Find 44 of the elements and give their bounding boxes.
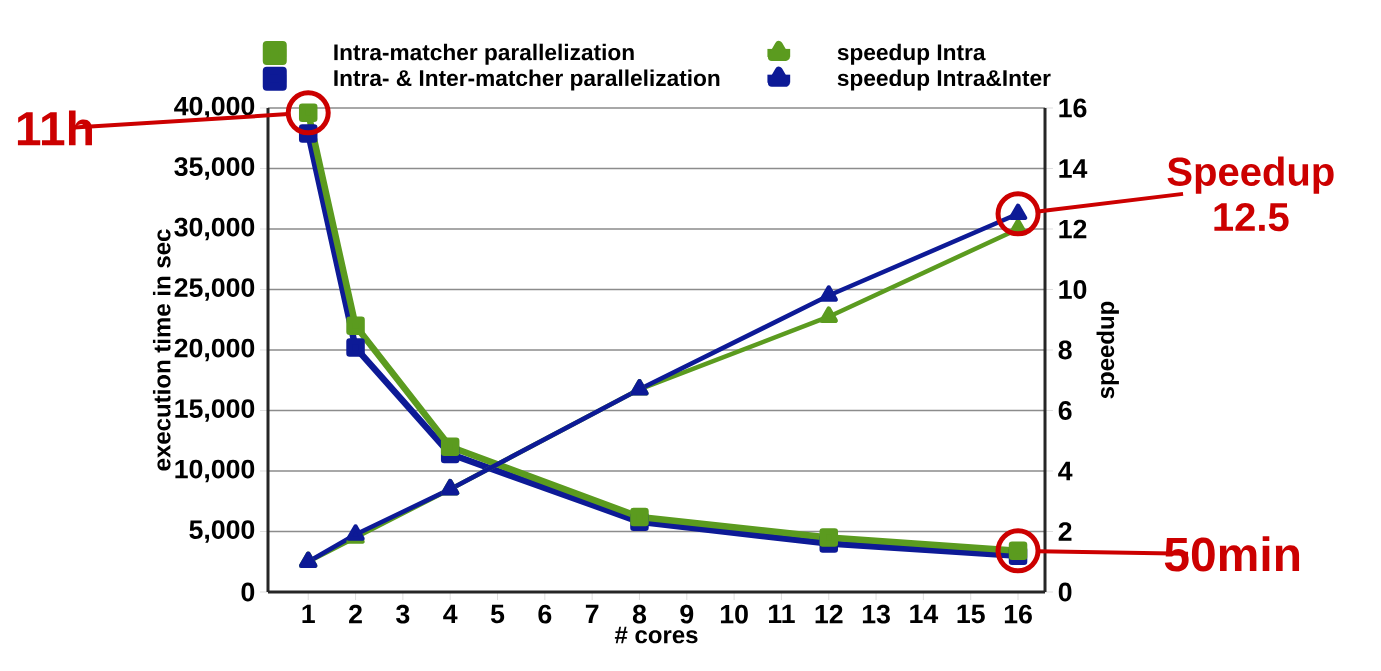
y2-tick-label: 6 bbox=[1058, 401, 1072, 420]
y-tick-label: 15,000 bbox=[175, 399, 255, 422]
y2-tick-label: 4 bbox=[1058, 461, 1073, 481]
x-tick-label: 6 bbox=[538, 604, 552, 624]
y-tick-label: 5,000 bbox=[189, 520, 255, 543]
x-tick-label: 13 bbox=[862, 604, 890, 624]
x-tick-label: 16 bbox=[1004, 604, 1032, 624]
x-tick-label: 2 bbox=[349, 604, 362, 624]
y-tick-label: 10,000 bbox=[175, 459, 255, 483]
x-tick-label: 5 bbox=[490, 604, 505, 624]
y-tick-label: 35,000 bbox=[174, 157, 255, 180]
x-tick-label: 7 bbox=[585, 604, 599, 624]
y2-tick-label: 8 bbox=[1058, 340, 1072, 360]
x-tick-label: 11 bbox=[769, 604, 795, 624]
y-axis-title: execution time in sec bbox=[152, 229, 171, 471]
x-tick-label: 4 bbox=[443, 604, 458, 624]
x-tick-label: 12 bbox=[815, 604, 843, 624]
x-tick-label: 1 bbox=[302, 604, 315, 624]
x-tick-label: 9 bbox=[680, 604, 694, 624]
legend-label: speedup Intra bbox=[837, 43, 986, 65]
text: 11h bbox=[17, 110, 92, 146]
legend-label: Intra- & Inter-matcher parallelization bbox=[334, 69, 720, 91]
x-tick-label: 15 bbox=[957, 604, 985, 624]
y-tick-label: 20,000 bbox=[174, 338, 255, 362]
y-tick-label: 30,000 bbox=[174, 217, 255, 241]
y2-tick-label: 0 bbox=[1058, 582, 1072, 602]
legend-label: Intra-matcher parallelization bbox=[334, 43, 634, 65]
x-tick-label: 3 bbox=[396, 604, 410, 624]
text: 50min bbox=[1164, 536, 1300, 572]
y2-tick-label: 12 bbox=[1059, 219, 1087, 239]
text: Speedup 12.5 bbox=[1167, 156, 1334, 232]
x-tick-label: 8 bbox=[632, 604, 647, 624]
y-tick-label: 0 bbox=[241, 582, 255, 602]
y2-axis-title: speedup bbox=[1096, 301, 1119, 399]
y2-tick-label: 16 bbox=[1059, 98, 1087, 118]
y2-tick-label: 2 bbox=[1058, 522, 1072, 541]
y2-tick-label: 14 bbox=[1059, 159, 1088, 178]
y-tick-label: 25,000 bbox=[174, 278, 255, 301]
x-tick-label: 10 bbox=[720, 604, 748, 624]
legend-label: speedup Intra&Inter bbox=[837, 69, 1051, 91]
x-tick-label: 14 bbox=[910, 604, 939, 624]
y2-tick-label: 10 bbox=[1059, 280, 1087, 299]
x-axis-title: # cores bbox=[614, 626, 698, 644]
y-tick-label: 40,000 bbox=[174, 96, 255, 120]
